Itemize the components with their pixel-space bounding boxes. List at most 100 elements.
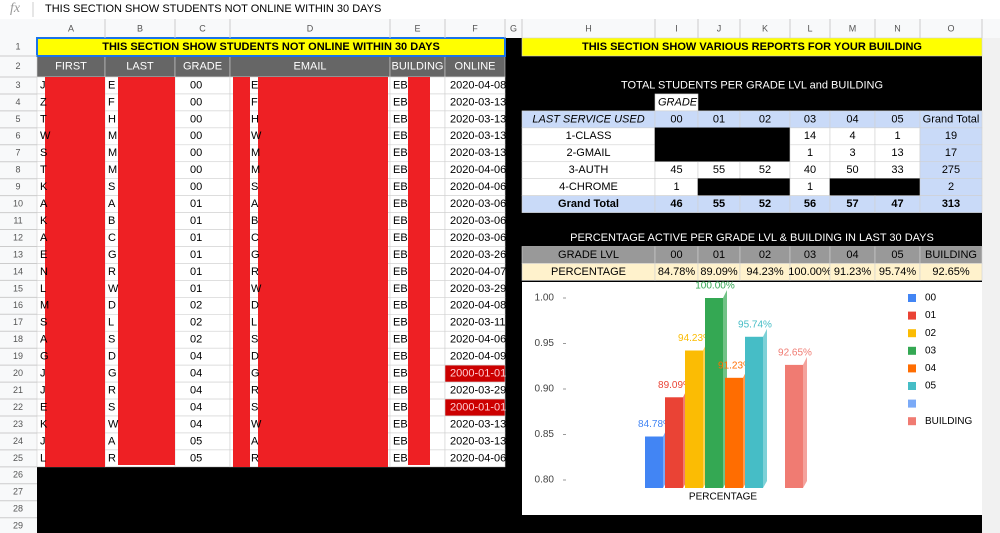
cell-text: LAST (126, 60, 154, 72)
bar-side (763, 328, 767, 488)
cell-text: R (108, 384, 116, 396)
cell-text: 1 (894, 130, 900, 142)
cell (174, 76, 231, 95)
sheet-edge (982, 38, 1000, 533)
cell-text: 2020-03-13 (450, 435, 506, 447)
cell-text: 95.74% (879, 266, 917, 278)
cell-text: EB (393, 215, 408, 227)
cell-text: EB (393, 368, 408, 380)
data-label: 100.00% (695, 281, 735, 292)
cell-text: Z (40, 96, 47, 108)
cell-text: E (40, 249, 47, 261)
column-label: C (199, 23, 206, 33)
cell-text: G (108, 249, 117, 261)
cell-text: EB (393, 113, 408, 125)
cell-text: GRADE LVL (558, 249, 619, 261)
cell-text: E (251, 79, 258, 91)
cell-text: J (40, 435, 46, 447)
cell-text: D (251, 300, 259, 312)
cell (739, 144, 791, 163)
cell-text: A (251, 198, 259, 210)
cell-text: E (40, 401, 47, 413)
redactions: J E 00 E EB 2020-04-08Z F 00 F EB 2020-03-13T H 00 H E… (40, 77, 506, 467)
cell-text: H (108, 113, 116, 125)
cell-text: 04 (846, 249, 858, 261)
cell (174, 415, 231, 434)
column-label: D (307, 23, 314, 33)
cell-text: 03 (804, 249, 816, 261)
cell-text: EB (393, 147, 408, 159)
cell (174, 178, 231, 196)
cell (174, 263, 231, 281)
cell-text: F (108, 96, 115, 108)
cell-text: 04 (190, 351, 202, 363)
cell-text: EB (393, 164, 408, 176)
cell (174, 93, 231, 112)
cell (829, 178, 876, 196)
cell-text: 04 (846, 113, 858, 125)
row-number: 11 (13, 215, 22, 225)
bar (745, 336, 763, 488)
column-label: L (807, 23, 812, 33)
cell-text: 02 (190, 317, 202, 329)
cell-text: L (40, 452, 46, 464)
cell-text: 01 (190, 249, 202, 261)
data-label: 95.74% (738, 319, 772, 330)
cell-text: 2020-03-06 (450, 215, 506, 227)
cell-text: D (108, 351, 116, 363)
cell-text: 92.65% (932, 266, 970, 278)
cell-text: A (40, 334, 48, 346)
column-label: H (585, 23, 592, 33)
cell-text: EB (393, 283, 408, 295)
cell-text: 04 (190, 401, 202, 413)
cell-text: 00 (190, 96, 202, 108)
cell (174, 330, 231, 349)
cell-text: 03 (804, 113, 816, 125)
cell-text: 19 (945, 130, 957, 142)
cell-text: R (108, 266, 116, 278)
cell-text: 52 (759, 164, 771, 176)
cell-text: 00 (190, 181, 202, 193)
redaction (408, 77, 430, 465)
cell-text: 00 (670, 249, 682, 261)
legend-label: 00 (925, 293, 937, 304)
cell-text: D (108, 300, 116, 312)
cell (919, 263, 983, 281)
row-number: 8 (15, 165, 20, 175)
row-number: 16 (13, 300, 23, 310)
cell-text: M (251, 147, 260, 159)
cell-text: G (251, 368, 260, 380)
cell-text: 00 (190, 164, 202, 176)
cell-text: 2020-03-06 (450, 232, 506, 244)
cell-text: 89.09% (700, 266, 738, 278)
column-label: I (675, 23, 678, 33)
row-number: 29 (13, 521, 23, 531)
cell-text: 01 (190, 198, 202, 210)
cell-text: 2020-03-11 (450, 317, 505, 329)
row-number: 7 (15, 148, 20, 158)
cell-text: 91.23% (834, 266, 872, 278)
cell-text: M (108, 130, 117, 142)
cell-text: J (40, 368, 46, 380)
cell-text: 2000-01-01 (450, 368, 506, 380)
cell-text: 1-CLASS (566, 130, 612, 142)
cell-text: EB (393, 130, 408, 142)
cell-text: 17 (945, 147, 957, 159)
cell-text: C (108, 232, 116, 244)
cell-text: N (40, 266, 48, 278)
cell-text: 01 (713, 113, 725, 125)
cell-text: 2000-01-01 (450, 401, 506, 413)
cell-text: EB (393, 300, 408, 312)
formula-content: THIS SECTION SHOW STUDENTS NOT ONLINE WI… (45, 3, 381, 15)
y-tick-label: 0.85 (535, 429, 555, 440)
cell-text: 94.23% (746, 266, 784, 278)
cell-text: 46 (670, 198, 682, 210)
cell-text: EB (393, 232, 408, 244)
cell-text: EB (393, 351, 408, 363)
column-label: B (137, 23, 143, 33)
row-number: 14 (13, 266, 23, 276)
bar-side (803, 356, 807, 488)
cell-text: 2020-04-08 (450, 79, 506, 91)
cell-text: 1 (807, 181, 813, 193)
